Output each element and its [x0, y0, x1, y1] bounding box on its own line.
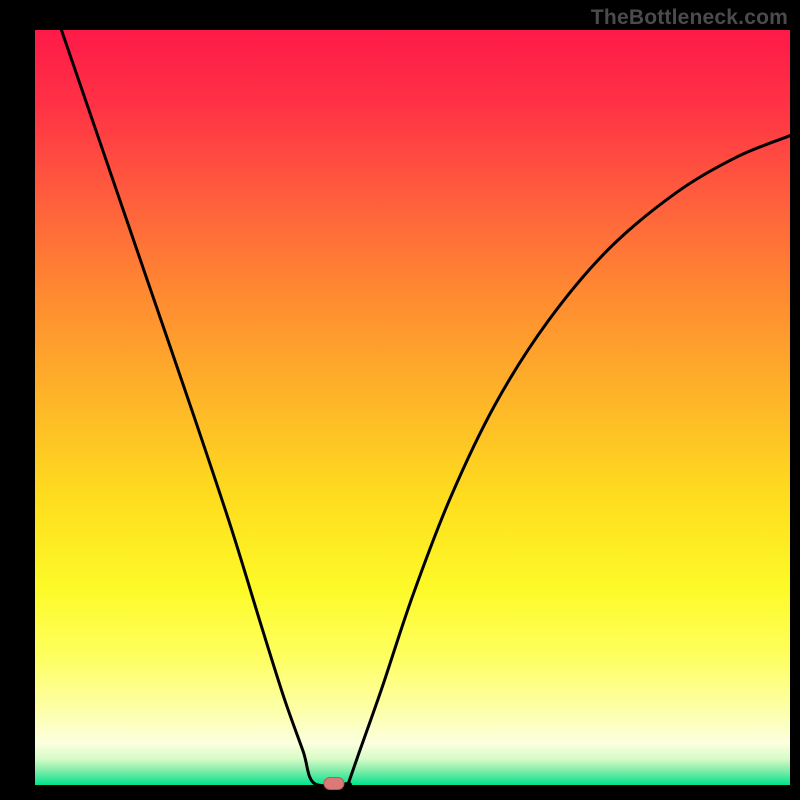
- chart-container: TheBottleneck.com: [0, 0, 800, 800]
- optimum-marker: [324, 777, 344, 789]
- watermark-text: TheBottleneck.com: [591, 6, 788, 30]
- bottleneck-chart: [0, 0, 800, 800]
- plot-background: [35, 30, 790, 785]
